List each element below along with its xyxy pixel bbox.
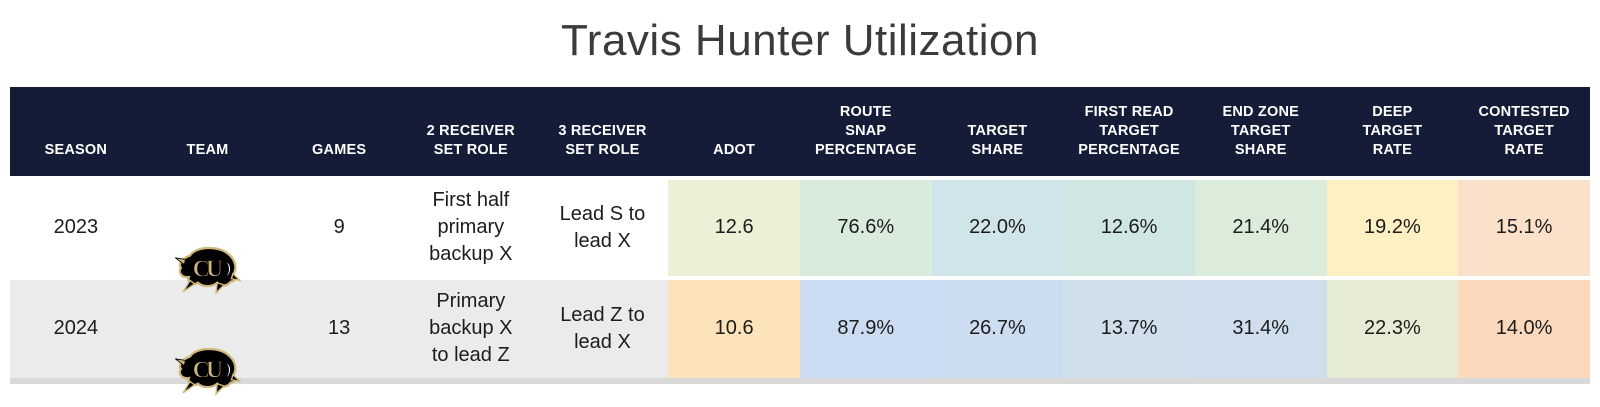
deep-target-rate-cell: 22.3% [1326,275,1459,378]
target-share-cell: 26.7% [931,275,1064,378]
col-header-first-read-target-percentage: FIRST READ TARGET PERCENTAGE [1063,86,1195,178]
team-cell: CU [141,175,274,295]
first-read-target-pct-cell: 12.6% [1063,175,1195,278]
games-cell: 13 [273,275,405,378]
col-header-end-zone-target-share: END ZONE TARGET SHARE [1194,86,1327,178]
target-share-cell: 22.0% [931,175,1064,278]
svg-text:CU: CU [193,257,223,283]
two-receiver-role-cell: First half primary backup X [404,175,537,278]
colorado-buffaloes-logo-icon: CU [173,314,243,396]
page-title: Travis Hunter Utilization [561,16,1039,65]
team-cell: CU [141,275,274,396]
contested-target-rate-cell: 14.0% [1458,275,1590,378]
table-bottom-border [10,377,1590,384]
colorado-buffaloes-logo-icon: CU [173,213,243,295]
col-header-season: SEASON [10,86,142,178]
season-cell: 2023 [10,175,142,278]
utilization-table: SEASON TEAM GAMES 2 RECEIVER SET ROLE 3 … [10,86,1590,396]
three-receiver-role-cell: Lead Z to lead X [536,275,669,378]
col-header-contested-target-rate: CONTESTED TARGET RATE [1458,86,1590,178]
deep-target-rate-cell: 19.2% [1326,175,1459,278]
contested-target-rate-cell: 15.1% [1458,175,1590,278]
col-header-2-receiver-set-role: 2 RECEIVER SET ROLE [404,86,537,178]
col-header-target-share: TARGET SHARE [931,86,1064,178]
col-header-deep-target-rate: DEEP TARGET RATE [1326,86,1459,178]
col-header-team: TEAM [141,86,274,178]
two-receiver-role-cell: Primary backup X to lead Z [404,275,537,378]
col-header-3-receiver-set-role: 3 RECEIVER SET ROLE [536,86,669,178]
end-zone-target-share-cell: 21.4% [1194,175,1327,278]
col-header-route-snap-percentage: ROUTE SNAP PERCENTAGE [799,86,932,178]
table-header: SEASON TEAM GAMES 2 RECEIVER SET ROLE 3 … [10,86,1590,178]
table-row-2024: 2024 CU 13 Primary backup X to lead Z [10,275,1590,396]
route-snap-pct-cell: 87.9% [799,275,932,378]
svg-text:CU: CU [193,358,223,384]
games-cell: 9 [273,175,405,278]
adot-cell: 10.6 [668,275,800,378]
season-cell: 2024 [10,275,142,378]
col-header-games: GAMES [273,86,405,178]
route-snap-pct-cell: 76.6% [799,175,932,278]
first-read-target-pct-cell: 13.7% [1063,275,1195,378]
three-receiver-role-cell: Lead S to lead X [536,175,669,278]
end-zone-target-share-cell: 31.4% [1194,275,1327,378]
adot-cell: 12.6 [668,175,800,278]
table-row-2023: 2023 CU 9 First half primary backup X [10,175,1590,295]
col-header-adot: ADOT [668,86,800,178]
